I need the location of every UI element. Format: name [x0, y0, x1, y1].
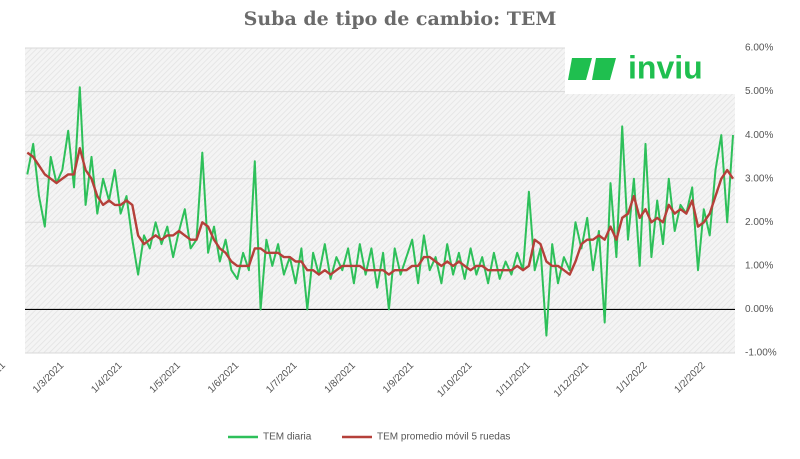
logo: inviu — [565, 46, 735, 94]
x-tick-label: 1/5/2021 — [148, 360, 184, 396]
x-tick-label: 1/2/2021 — [0, 360, 8, 396]
y-tick-label: -1.00% — [745, 348, 777, 359]
legend-label: TEM promedio móvil 5 ruedas — [377, 432, 510, 443]
x-tick-label: 1/11/2021 — [494, 360, 533, 399]
logo-icon — [568, 58, 592, 80]
x-tick-label: 1/6/2021 — [206, 360, 242, 396]
x-tick-label: 1/1/2022 — [614, 360, 650, 396]
logo-background — [565, 46, 735, 94]
x-tick-label: 1/9/2021 — [381, 360, 417, 396]
logo-text: inviu — [628, 49, 703, 85]
x-tick-label: 1/10/2021 — [435, 360, 475, 400]
y-tick-label: 1.00% — [745, 260, 773, 271]
y-tick-label: 0.00% — [745, 304, 773, 315]
x-tick-label: 1/4/2021 — [89, 360, 125, 396]
legend-label: TEM diaria — [263, 432, 312, 443]
chart-title: Suba de tipo de cambio: TEM — [244, 8, 557, 30]
x-tick-label: 1/12/2021 — [552, 360, 592, 400]
y-tick-label: 3.00% — [745, 173, 773, 184]
y-tick-label: 2.00% — [745, 217, 773, 228]
x-tick-label: 1/3/2021 — [31, 360, 67, 396]
x-tick-label: 1/2/2022 — [673, 360, 709, 396]
y-tick-label: 4.00% — [745, 130, 773, 141]
x-tick-label: 1/8/2021 — [323, 360, 359, 396]
y-tick-label: 5.00% — [745, 86, 773, 97]
plot-background — [25, 48, 735, 353]
series-line — [26, 147, 734, 276]
x-tick-label: 1/7/2021 — [264, 360, 300, 396]
y-tick-label: 6.00% — [745, 43, 773, 54]
logo-icon — [592, 58, 616, 80]
